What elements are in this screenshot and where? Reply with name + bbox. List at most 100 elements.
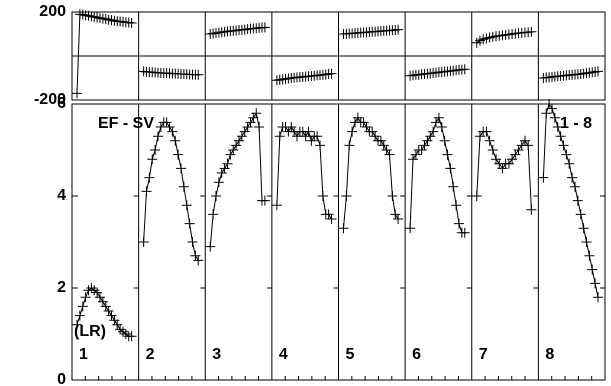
point-marker xyxy=(190,250,201,261)
point-marker xyxy=(481,126,492,137)
panel-label: 5 xyxy=(346,346,355,363)
point-marker xyxy=(72,319,82,330)
point-marker xyxy=(164,122,175,132)
point-marker xyxy=(439,135,450,146)
point-marker xyxy=(213,177,224,188)
point-marker xyxy=(245,117,256,128)
panel-label: 4 xyxy=(279,346,288,363)
point-marker xyxy=(77,301,88,312)
point-marker xyxy=(593,66,603,77)
point-marker xyxy=(167,126,178,137)
point-marker xyxy=(584,250,595,261)
point-marker xyxy=(181,200,192,211)
point-marker xyxy=(239,126,250,137)
point-marker xyxy=(578,223,589,234)
point-marker xyxy=(100,14,111,25)
point-marker xyxy=(390,209,401,220)
point-marker xyxy=(572,195,583,206)
point-marker xyxy=(526,204,537,215)
point-marker xyxy=(378,140,389,151)
point-marker xyxy=(558,140,569,151)
point-marker xyxy=(549,112,560,123)
point-marker xyxy=(344,140,355,151)
point-marker xyxy=(393,214,404,224)
point-marker xyxy=(425,131,436,142)
point-marker xyxy=(575,209,586,220)
point-marker xyxy=(552,122,563,132)
y-tick-label: 0 xyxy=(57,371,66,386)
point-marker xyxy=(147,154,158,165)
series-line xyxy=(409,116,465,234)
point-marker xyxy=(193,69,204,80)
point-marker xyxy=(211,191,221,201)
point-marker xyxy=(219,163,230,174)
point-marker xyxy=(109,315,120,326)
point-marker xyxy=(170,135,181,146)
point-marker xyxy=(150,145,161,155)
point-marker xyxy=(176,163,186,174)
point-marker xyxy=(419,140,430,151)
y-tick-label: 6 xyxy=(57,95,66,112)
point-marker xyxy=(72,88,82,99)
series-line xyxy=(143,121,199,261)
panel-label: 3 xyxy=(212,346,221,363)
y-tick-label: -200 xyxy=(34,91,66,108)
point-marker xyxy=(555,131,566,142)
point-marker xyxy=(570,181,580,192)
point-marker xyxy=(141,186,152,197)
point-marker xyxy=(384,149,395,160)
series-line xyxy=(476,131,532,210)
point-marker xyxy=(251,108,262,119)
point-marker xyxy=(315,140,325,151)
point-marker xyxy=(100,301,111,312)
point-marker xyxy=(451,200,462,211)
point-marker xyxy=(306,135,317,146)
point-marker xyxy=(381,145,392,155)
point-marker xyxy=(564,158,575,169)
point-marker xyxy=(173,149,184,160)
point-marker xyxy=(187,237,198,247)
point-marker xyxy=(347,126,358,137)
point-marker xyxy=(358,117,369,128)
point-marker xyxy=(153,131,163,142)
y-tick-label: 4 xyxy=(57,187,66,204)
point-marker xyxy=(459,227,470,238)
point-marker xyxy=(106,15,117,26)
point-marker xyxy=(205,241,216,252)
point-marker xyxy=(222,158,233,169)
panel-label: 6 xyxy=(412,346,421,363)
point-marker xyxy=(184,218,195,229)
point-marker xyxy=(112,319,123,330)
point-marker xyxy=(234,135,244,146)
point-marker xyxy=(193,255,204,266)
point-marker xyxy=(538,172,549,183)
panel-label: 8 xyxy=(545,346,554,363)
point-marker xyxy=(352,112,363,123)
point-marker xyxy=(410,149,421,160)
point-marker xyxy=(312,131,323,142)
point-marker xyxy=(454,218,464,229)
point-marker xyxy=(126,331,137,342)
point-marker xyxy=(405,223,416,234)
point-marker xyxy=(433,112,444,123)
point-marker xyxy=(106,310,117,321)
point-marker xyxy=(484,135,495,146)
annotation: EF - SV xyxy=(98,115,154,132)
point-marker xyxy=(138,237,149,247)
point-marker xyxy=(77,9,88,20)
point-marker xyxy=(259,22,270,33)
point-marker xyxy=(442,149,453,160)
point-marker xyxy=(303,126,314,137)
point-marker xyxy=(89,11,100,22)
point-marker xyxy=(274,131,285,142)
panel-label: 1 xyxy=(79,346,88,363)
point-marker xyxy=(561,149,572,160)
point-marker xyxy=(216,168,227,178)
point-marker xyxy=(338,223,349,234)
point-marker xyxy=(593,292,603,303)
point-marker xyxy=(590,278,601,289)
point-marker xyxy=(523,140,534,151)
point-marker xyxy=(292,131,302,142)
